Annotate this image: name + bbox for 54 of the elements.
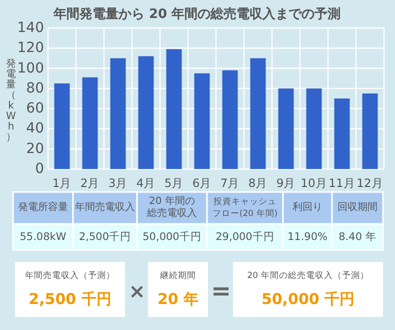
bar [334,98,350,169]
text: × [128,279,146,303]
text: 年間売電収入 [75,202,135,214]
bar [166,49,182,169]
text: 発電所容量 [18,202,68,214]
y-axis-title: 発電量（kWh） [6,58,16,142]
text: 2,500 千円 [28,290,112,308]
x-tick-label: 11月 [328,176,356,190]
text: 年間売電収入（予測） [25,270,115,281]
x-tick-label: 4月 [136,176,156,190]
x-tick-label: 2月 [80,176,100,190]
bar [278,88,294,169]
text: 20 年間の総売電収入 [146,196,198,220]
y-tick-label: 120 [17,40,44,56]
bar [54,83,70,169]
y-tick-label: 140 [17,20,44,36]
text: 55.08kW [20,231,67,243]
text: 利回り [292,202,322,214]
y-tick-label: 60 [26,100,44,117]
x-tick-label: 10月 [300,176,328,190]
text: 2,500千円 [78,230,132,243]
x-tick-label: 6月 [192,176,212,190]
text: = [210,277,232,305]
text: 8.40 年 [338,231,376,243]
text: 50,000 千円 [261,290,355,308]
text: 投資キャッシュフロー(20 年間) [211,196,279,220]
x-tick-label: 3月 [108,176,128,190]
text: 20 年間の総売電収入（予測） [247,270,369,281]
y-tick-label: 20 [26,140,44,157]
y-tick-label: 100 [17,60,44,76]
chart-title: 年間発電量から 20 年間の総売電収入までの予測 [52,6,341,22]
text: 継続期間 [159,270,196,281]
x-tick-label: 8月 [248,176,268,190]
y-tick-label: 0 [35,161,44,177]
bar [362,93,378,169]
x-tick-label: 5月 [164,176,184,190]
y-tick-label: 80 [26,80,44,96]
x-tick-label: 12月 [356,176,384,190]
bar [194,73,210,169]
bar [306,88,322,169]
x-tick-label: 1月 [52,176,72,190]
text: 11.90% [287,231,328,243]
text: 回収期間 [338,202,378,214]
bar [82,77,98,169]
bar [110,58,126,169]
bar [138,56,154,169]
y-tick-label: 40 [26,120,44,137]
x-tick-label: 7月 [220,176,240,190]
x-tick-label: 9月 [276,176,296,190]
bar [222,70,238,169]
text: 50,000千円 [142,230,202,243]
text: 20 年 [157,290,199,308]
text: 29,000千円 [216,230,274,243]
bar [250,58,266,169]
